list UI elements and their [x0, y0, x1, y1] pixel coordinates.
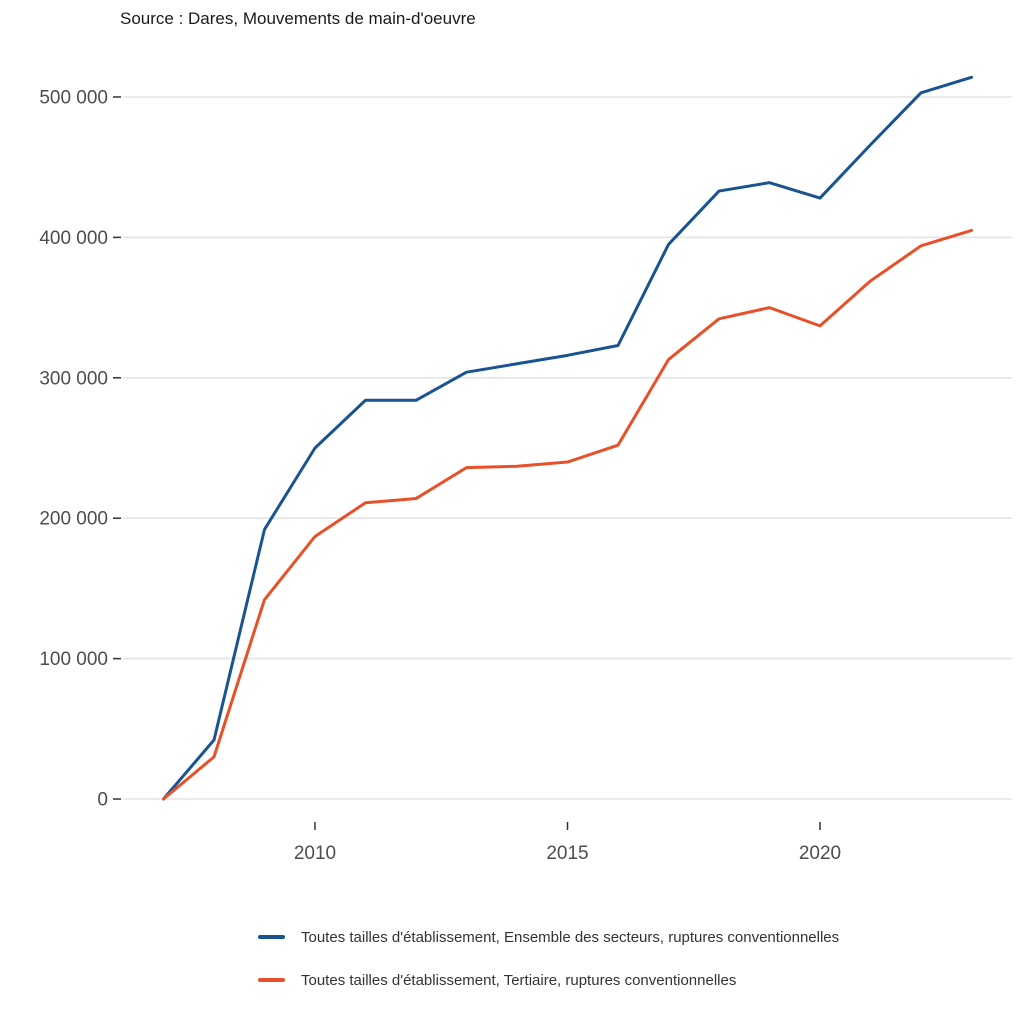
y-tick-label: 200 000: [39, 509, 108, 530]
legend-line-marker-ensemble: [258, 935, 285, 939]
y-tick-label: 400 000: [39, 228, 108, 249]
y-tick-label: 0: [97, 790, 108, 811]
legend-label-tertiaire: Toutes tailles d'établissement, Tertiair…: [301, 971, 737, 989]
y-tick-label: 500 000: [39, 88, 108, 109]
y-tick-label: 300 000: [39, 368, 108, 389]
series-line-tertiaire: [162, 228, 973, 801]
x-tick-label: 2015: [546, 843, 588, 864]
x-tick-label: 2020: [799, 843, 841, 864]
legend-line-marker-tertiaire: [258, 978, 285, 982]
line-chart-canvas: 0 100 000 200 000 300 000 400 000 500 000 2010…: [39, 75, 1012, 864]
chart-source-title: Source : Dares, Mouvements de main-d'oeu…: [120, 9, 476, 28]
y-tick-label: 100 000: [39, 649, 108, 670]
chart-legend: Toutes tailles d'établissement, Ensemble…: [258, 927, 839, 1013]
legend-label-ensemble: Toutes tailles d'établissement, Ensemble…: [301, 928, 840, 946]
series-line-ensemble-des-secteurs: [162, 75, 973, 801]
x-tick-label: 2010: [294, 843, 336, 864]
legend-item-tertiaire: Toutes tailles d'établissement, Tertiair…: [258, 970, 839, 990]
legend-item-ensemble: Toutes tailles d'établissement, Ensemble…: [258, 927, 839, 947]
